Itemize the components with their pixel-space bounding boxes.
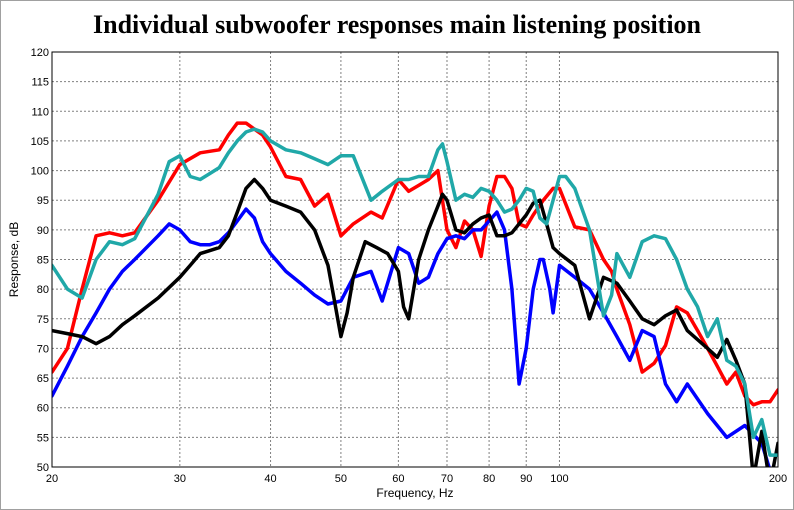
chart-title: Individual subwoofer responses main list… <box>92 10 702 39</box>
x-tick-label: 60 <box>392 473 404 485</box>
y-tick-label: 105 <box>31 136 49 148</box>
x-tick-label: 70 <box>441 473 453 485</box>
x-tick-label: 40 <box>264 473 276 485</box>
y-tick-label: 75 <box>37 314 49 326</box>
series-line-2 <box>52 207 771 467</box>
x-axis-label: Frequency, Hz <box>376 486 453 500</box>
x-tick-label: 30 <box>174 473 186 485</box>
y-tick-label: 90 <box>37 225 49 237</box>
y-tick-label: 80 <box>37 284 49 296</box>
y-tick-label: 100 <box>31 166 49 178</box>
y-tick-label: 65 <box>37 373 49 385</box>
y-tick-label: 110 <box>31 106 49 118</box>
y-tick-label: 60 <box>37 403 49 415</box>
y-tick-label: 50 <box>37 462 49 474</box>
x-tick-label: 20 <box>46 473 58 485</box>
series-line-4 <box>52 127 778 457</box>
series-line-3 <box>52 177 778 467</box>
x-tick-label: 100 <box>550 473 568 485</box>
y-tick-label: 120 <box>31 47 49 59</box>
x-tick-label: 80 <box>483 473 495 485</box>
y-tick-label: 70 <box>37 343 49 355</box>
series-line-1 <box>52 121 778 407</box>
x-tick-label: 50 <box>335 473 347 485</box>
y-tick-label: 115 <box>31 77 49 89</box>
x-tick-label: 200 <box>769 473 787 485</box>
x-tick-labels: 20 30 40 50 60 70 80 90 100 200 <box>46 473 787 485</box>
y-tick-label: 95 <box>37 195 49 207</box>
y-tick-label: 55 <box>37 432 49 444</box>
x-tick-label: 90 <box>520 473 532 485</box>
plot-border <box>51 51 779 468</box>
series-lines <box>52 121 778 467</box>
y-tick-labels: 50 55 60 65 70 75 80 85 90 95 100 105 110 115 120 <box>31 47 49 474</box>
y-tick-label: 85 <box>37 255 49 267</box>
y-axis-label: Response, dB <box>7 222 21 297</box>
